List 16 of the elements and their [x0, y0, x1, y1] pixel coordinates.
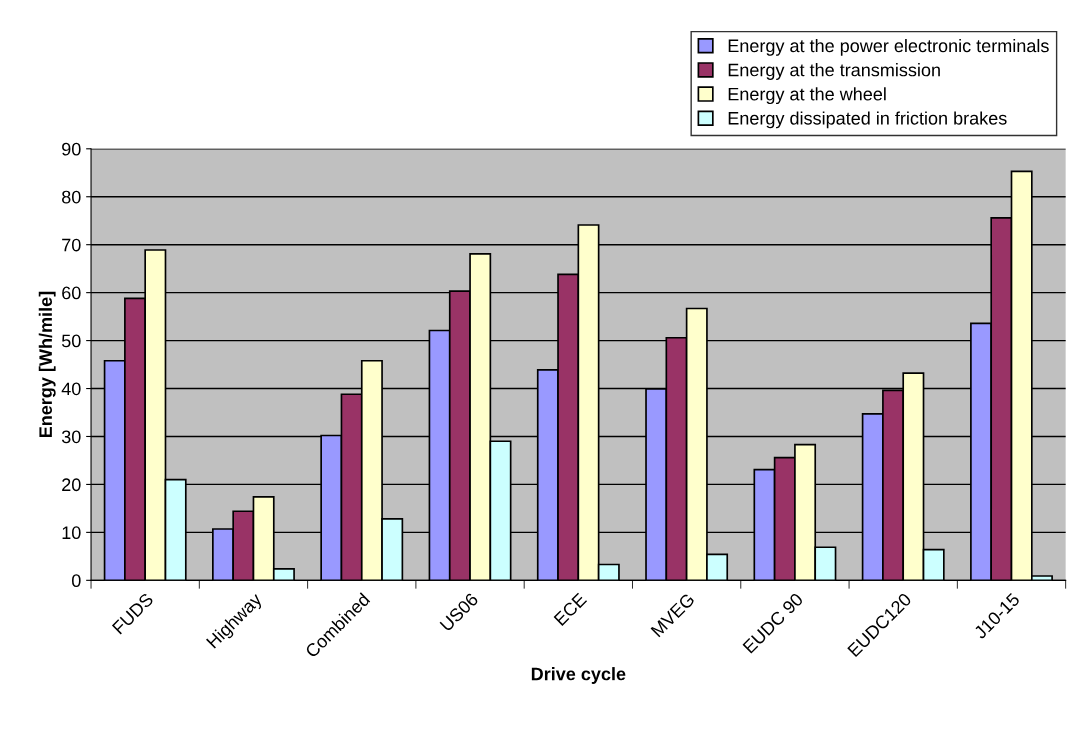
x-axis-title: Drive cycle — [531, 667, 626, 684]
y-tick-label: 10 — [62, 526, 81, 540]
y-tick-label: 40 — [61, 382, 81, 396]
y-tick-label: 20 — [62, 478, 81, 492]
y-tick-label: 90 — [62, 142, 81, 156]
y-tick-label: 80 — [62, 190, 81, 204]
y-tick-label: 70 — [62, 238, 81, 252]
legend-label: Energy at the power electronic terminals — [728, 38, 1049, 56]
y-axis-title: Energy [Wh/mile] — [38, 291, 56, 438]
y-tick-label: 50 — [61, 334, 81, 348]
y-tick-label: 60 — [62, 286, 81, 300]
legend-label: Energy dissipated in friction brakes — [728, 111, 1007, 129]
y-tick-label: 30 — [61, 430, 81, 444]
legend-label: Energy at the wheel — [728, 87, 886, 105]
legend-label: Energy at the transmission — [728, 63, 940, 80]
y-tick-label: 0 — [71, 574, 81, 588]
